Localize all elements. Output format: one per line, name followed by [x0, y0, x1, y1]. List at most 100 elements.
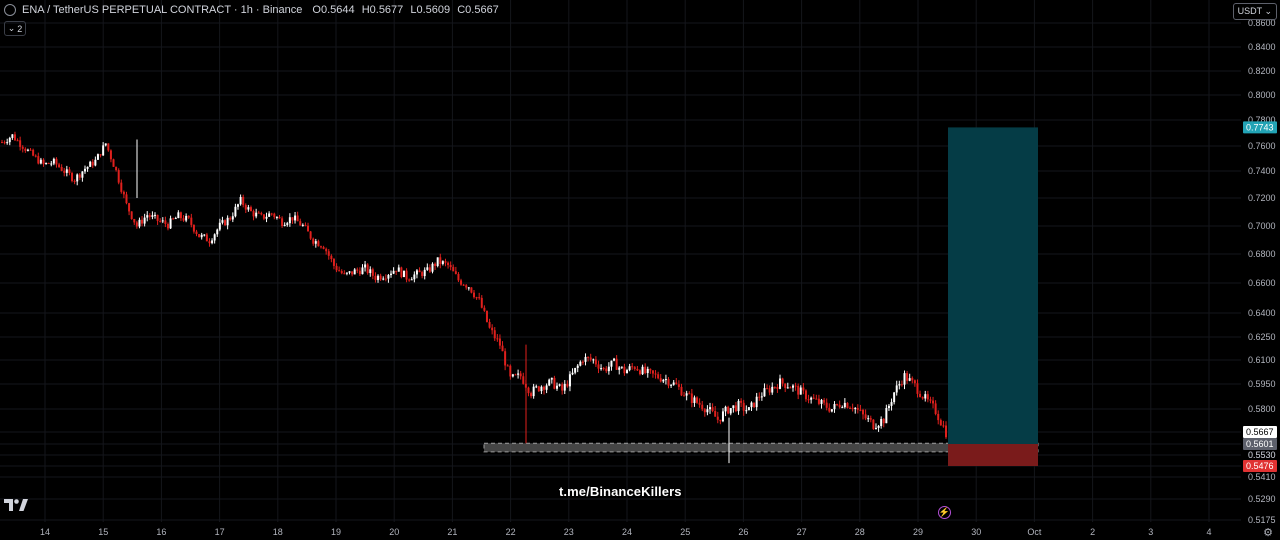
candle-body	[397, 267, 400, 272]
candle-body	[319, 246, 322, 248]
candle-body	[288, 217, 291, 224]
symbol-header: ENA / TetherUS PERPETUAL CONTRACT · 1h ·…	[4, 4, 499, 16]
candle-body	[112, 159, 115, 167]
candle-body	[885, 408, 888, 424]
candle-body	[579, 361, 582, 366]
candle-body	[867, 418, 870, 420]
indicators-toggle[interactable]: ⌄ 2	[4, 21, 26, 36]
candle-body	[405, 270, 408, 280]
symbol-title[interactable]: ENA / TetherUS PERPETUAL CONTRACT · 1h ·…	[22, 4, 303, 16]
candle-body	[345, 272, 348, 274]
candle-body	[475, 297, 478, 299]
support-zone	[483, 442, 1039, 453]
candle-body	[626, 370, 629, 374]
candle-body	[19, 140, 22, 147]
candle-body	[939, 420, 942, 426]
candle-body	[172, 218, 175, 220]
candle-body	[120, 182, 123, 192]
candle-body	[797, 385, 800, 395]
watermark-text: t.me/BinanceKillers	[559, 484, 682, 499]
candle-body	[379, 275, 382, 280]
candle-body	[906, 373, 909, 381]
candle-body	[768, 388, 771, 393]
candle-body	[216, 229, 219, 235]
candle-body	[566, 383, 569, 387]
high-label: H	[361, 4, 370, 16]
candle-body	[226, 217, 229, 226]
candle-body	[677, 384, 680, 387]
low-label: L	[410, 4, 417, 16]
candle-body	[874, 427, 877, 429]
candle-body	[815, 398, 818, 400]
candle-body	[65, 169, 68, 173]
candle-body	[296, 215, 299, 222]
candle-body	[338, 270, 341, 272]
candle-body	[706, 409, 709, 413]
candle-body	[496, 338, 499, 340]
y-tick-label: 0.6800	[1248, 249, 1276, 259]
candle-body	[229, 217, 232, 220]
candle-body	[760, 396, 763, 398]
candle-body	[709, 407, 711, 410]
candle-body	[719, 419, 722, 422]
candle-body	[493, 330, 496, 339]
candle-body	[270, 213, 273, 215]
currency-select[interactable]: USDT ⌄	[1232, 3, 1277, 20]
candle-body	[122, 191, 125, 195]
candle-body	[548, 379, 551, 386]
candle-body	[89, 161, 92, 167]
candle-body	[275, 217, 278, 219]
candle-body	[638, 370, 641, 375]
x-tick-label: 18	[273, 527, 283, 537]
candle-body	[39, 159, 42, 164]
candle-body	[374, 275, 377, 281]
candle-body	[571, 372, 574, 375]
candle-body	[465, 285, 468, 288]
candle-body	[8, 137, 11, 143]
stop-price-tag-bg	[1243, 460, 1277, 472]
x-tick-label: 16	[156, 527, 166, 537]
candle-body	[402, 270, 405, 278]
candle-body	[81, 171, 84, 178]
candle-body	[779, 378, 782, 389]
candle-body	[683, 395, 686, 397]
candle-body	[869, 418, 872, 420]
candle-body	[332, 259, 335, 266]
candle-body	[592, 359, 595, 361]
tradingview-logo-icon[interactable]	[4, 498, 28, 512]
candle-body	[934, 403, 937, 414]
last-price-tag: 0.5667	[1246, 427, 1274, 437]
candle-body	[745, 410, 748, 412]
x-tick-label: 21	[447, 527, 457, 537]
gear-icon[interactable]: ⚙	[1263, 527, 1273, 539]
candle-body	[872, 419, 875, 429]
candle-body	[716, 416, 719, 420]
candle-body	[99, 154, 102, 156]
candle-body	[96, 154, 99, 160]
candle-body	[856, 408, 859, 410]
candle-body	[587, 356, 590, 358]
candle-body	[662, 379, 665, 382]
candle-body	[628, 366, 631, 371]
candle-body	[366, 264, 369, 274]
candle-body	[784, 383, 787, 388]
candle-body	[846, 402, 849, 408]
candle-body	[68, 169, 71, 174]
candle-body	[166, 224, 169, 229]
candle-body	[164, 220, 167, 225]
candle-body	[932, 400, 935, 404]
candle-body	[83, 168, 86, 172]
candle-body	[789, 387, 792, 389]
candle-body	[916, 383, 919, 394]
candle-body	[721, 411, 724, 422]
lightning-icon[interactable]: ⚡	[938, 506, 951, 519]
candle-body	[452, 267, 455, 272]
candle-body	[895, 385, 898, 393]
close-label: C	[457, 4, 466, 16]
candle-body	[24, 148, 27, 151]
candle-body	[37, 156, 40, 164]
candle-body	[301, 224, 304, 226]
candle-body	[802, 387, 805, 391]
candle-body	[924, 394, 927, 399]
